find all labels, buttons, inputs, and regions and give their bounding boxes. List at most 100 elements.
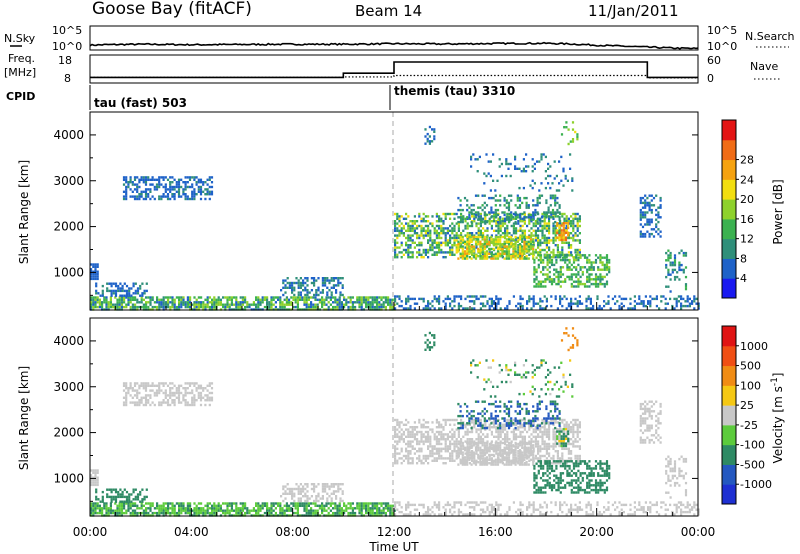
velocity-echo-cell xyxy=(149,507,152,510)
power-echo-cell xyxy=(182,298,185,301)
velocity-echo-cell xyxy=(306,485,309,488)
velocity-echo-cell xyxy=(103,502,106,505)
power-echo-cell xyxy=(583,254,587,257)
power-echo-cell xyxy=(639,211,642,214)
power-echo-cell xyxy=(534,204,537,207)
power-echo-cell xyxy=(136,197,139,201)
power-echo-cell xyxy=(665,285,668,288)
power-echo-cell xyxy=(466,204,469,207)
power-echo-cell xyxy=(551,196,555,200)
power-echo-cell xyxy=(490,240,493,243)
velocity-echo-cell xyxy=(133,382,137,385)
power-echo-cell xyxy=(549,174,552,178)
velocity-echo-cell xyxy=(446,438,449,441)
velocity-echo-cell xyxy=(402,440,405,443)
power-echo-cell xyxy=(693,297,696,301)
power-echo-cell xyxy=(474,213,478,217)
velocity-echo-cell xyxy=(358,504,361,507)
power-echo-cell xyxy=(411,229,414,232)
power-echo-cell xyxy=(682,268,685,272)
velocity-echo-cell xyxy=(438,450,441,453)
velocity-echo-cell xyxy=(175,396,178,399)
power-echo-cell xyxy=(543,227,546,230)
velocity-echo-cell xyxy=(299,492,302,495)
power-echo-cell xyxy=(560,238,563,242)
power-echo-cell xyxy=(512,238,515,241)
power-echo-cell xyxy=(586,278,589,281)
velocity-echo-cell xyxy=(210,399,214,402)
power-echo-cell xyxy=(533,278,536,281)
velocity-echo-cell xyxy=(140,399,143,402)
velocity-echo-cell xyxy=(431,450,434,453)
power-echo-cell xyxy=(667,254,670,257)
power-echo-cell xyxy=(468,234,471,237)
power-echo-cell xyxy=(92,298,95,301)
power-echo-cell xyxy=(521,307,524,310)
power-echo-cell xyxy=(244,296,247,299)
velocity-echo-cell xyxy=(488,457,491,460)
power-echo-cell xyxy=(466,227,469,230)
velocity-echo-cell xyxy=(433,433,436,436)
power-echo-cell xyxy=(340,303,343,306)
velocity-echo-cell xyxy=(136,511,139,515)
power-echo-cell xyxy=(463,250,467,253)
power-echo-cell xyxy=(435,297,438,301)
power-echo-cell xyxy=(409,251,412,254)
power-echo-cell xyxy=(479,222,482,225)
power-echo-cell xyxy=(129,195,132,198)
nave-dotted-line xyxy=(90,74,698,79)
power-echo-cell xyxy=(507,216,511,219)
power-echo-cell xyxy=(94,303,97,306)
power-echo-cell xyxy=(533,162,536,166)
power-echo-cell xyxy=(514,257,517,260)
power-echo-cell xyxy=(215,303,218,306)
velocity-echo-cell xyxy=(134,509,137,512)
power-echo-cell xyxy=(208,176,211,179)
power-echo-cell xyxy=(144,195,148,198)
velocity-echo-cell xyxy=(140,511,143,515)
power-echo-cell xyxy=(462,307,465,310)
power-echo-cell xyxy=(459,199,462,202)
velocity-echo-cell xyxy=(504,438,507,441)
power-echo-cell xyxy=(578,300,581,303)
power-echo-cell xyxy=(193,305,196,309)
power-echo-cell xyxy=(158,305,161,309)
power-echo-cell xyxy=(164,190,167,193)
velocity-echo-cell xyxy=(105,511,108,515)
velocity-echo-cell xyxy=(166,394,170,397)
velocity-echo-cell xyxy=(490,457,493,460)
power-echo-cell xyxy=(405,244,408,247)
power-echo-cell xyxy=(559,256,562,259)
power-echo-cell xyxy=(475,246,478,249)
velocity-echo-cell xyxy=(178,507,181,510)
velocity-echo-cell xyxy=(422,440,425,443)
power-echo-cell xyxy=(341,293,344,297)
power-echo-cell xyxy=(431,239,434,242)
power-echo-cell xyxy=(540,216,544,219)
power-echo-cell xyxy=(562,238,565,242)
power-echo-cell xyxy=(402,234,405,237)
velocity-echo-cell xyxy=(175,387,178,390)
power-echo-cell xyxy=(514,165,517,168)
power-echo-cell xyxy=(559,258,562,262)
power-echo-cell xyxy=(570,220,573,223)
power-echo-cell xyxy=(435,232,438,235)
power-echo-cell xyxy=(373,296,376,299)
power-echo-cell xyxy=(570,224,573,228)
velocity-echo-cell xyxy=(393,509,396,512)
power-echo-cell xyxy=(693,300,696,303)
power-echo-cell xyxy=(485,153,488,156)
power-echo-cell xyxy=(599,280,602,283)
velocity-echo-cell xyxy=(158,391,161,395)
velocity-echo-cell xyxy=(155,384,159,387)
power-echo-cell xyxy=(570,275,573,279)
power-echo-cell xyxy=(177,193,181,196)
power-echo-cell xyxy=(449,241,452,244)
velocity-echo-cell xyxy=(90,474,93,477)
velocity-echo-cell xyxy=(127,387,130,390)
power-echo-cell xyxy=(92,270,95,273)
power-echo-cell xyxy=(268,301,271,304)
power-echo-cell xyxy=(669,251,672,255)
power-echo-cell xyxy=(133,197,137,201)
power-echo-cell xyxy=(539,270,543,274)
